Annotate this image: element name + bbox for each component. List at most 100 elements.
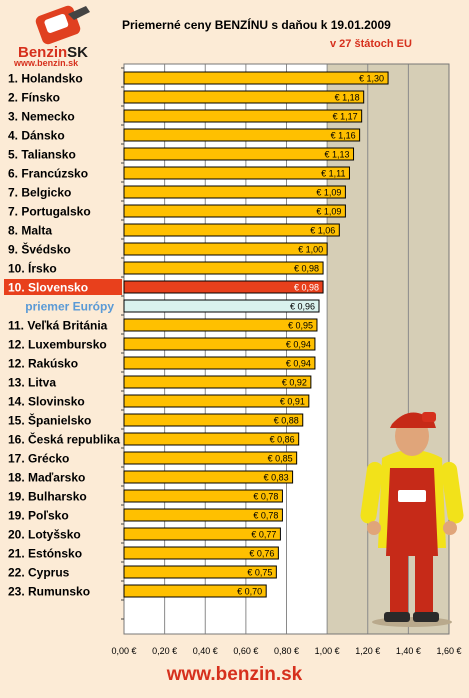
- bar: [123, 394, 310, 408]
- logo-url[interactable]: www.benzin.sk: [14, 58, 79, 68]
- data-label: € 1,09: [316, 188, 341, 198]
- footer-url[interactable]: www.benzin.sk: [166, 664, 303, 685]
- category-label: 20. Lotyšsko: [8, 528, 81, 542]
- category-label: 1. Holandsko: [8, 72, 83, 86]
- bar: [123, 565, 277, 579]
- data-label: € 0,98: [294, 264, 319, 274]
- category-label: 4. Dánsko: [8, 129, 65, 143]
- bar-chart: € 1,30 1. Holandsko € 1,18 2. Fínsko € 1,17 3…: [4, 63, 462, 656]
- highlight-label-bg: [4, 279, 122, 295]
- data-label: € 0,91: [280, 397, 305, 407]
- data-label: € 0,76: [249, 549, 274, 559]
- bar: [123, 584, 267, 598]
- data-label: € 1,11: [321, 169, 345, 179]
- category-label: 3. Nemecko: [8, 110, 75, 124]
- data-label: € 1,30: [359, 74, 384, 84]
- bar: [123, 375, 312, 389]
- logo-brand-suffix: SK: [67, 44, 89, 61]
- bar: [123, 204, 346, 218]
- bar: [123, 166, 350, 180]
- bar: [123, 242, 328, 256]
- data-label: € 1,16: [331, 131, 356, 141]
- x-tick-label: 1,00 €: [315, 646, 340, 656]
- bar: [123, 318, 318, 332]
- data-label: € 0,92: [282, 378, 307, 388]
- data-label: € 0,70: [237, 587, 262, 597]
- bar: [123, 147, 355, 161]
- bar: [123, 546, 279, 560]
- category-label: 12. Rakúsko: [8, 357, 78, 371]
- data-label: € 0,88: [274, 416, 299, 426]
- data-label: € 0,94: [286, 340, 311, 350]
- bar: [123, 128, 361, 142]
- category-label: 13. Litva: [8, 376, 56, 390]
- bar: [123, 356, 316, 370]
- category-label: 22. Cyprus: [8, 566, 70, 580]
- bar: [123, 71, 389, 85]
- x-tick-label: 1,20 €: [355, 646, 380, 656]
- category-label: 12. Luxembursko: [8, 338, 107, 352]
- x-tick-label: 0,20 €: [152, 646, 177, 656]
- data-label: € 1,06: [310, 226, 335, 236]
- data-label: € 0,85: [268, 454, 293, 464]
- bar: [123, 489, 283, 503]
- bar: [123, 451, 298, 465]
- bar: [123, 299, 320, 313]
- category-label: 16. Česká republika: [8, 432, 120, 447]
- data-label: € 1,09: [316, 207, 341, 217]
- category-label: 2. Fínsko: [8, 91, 60, 105]
- logo-brand: BenzinSK: [18, 44, 88, 61]
- category-label: 7. Belgicko: [8, 186, 71, 200]
- category-label: 9. Švédsko: [8, 242, 71, 257]
- bar: [123, 508, 283, 522]
- bar: [123, 223, 340, 237]
- chart-subtitle: v 27 štátoch EU: [330, 38, 412, 50]
- bar: [123, 337, 316, 351]
- x-tick-label: 1,40 €: [396, 646, 421, 656]
- bar: [123, 90, 365, 104]
- data-label: € 0,75: [247, 568, 272, 578]
- category-label: 10. Írsko: [8, 261, 57, 276]
- data-label: € 0,77: [251, 530, 276, 540]
- logo-brand-name: Benzin: [18, 44, 68, 61]
- fuel-nozzle-icon: [35, 5, 90, 45]
- bar: [123, 432, 300, 446]
- bar: [123, 413, 304, 427]
- data-label: € 0,83: [264, 473, 289, 483]
- category-label: 15. Španielsko: [8, 413, 91, 428]
- data-label: € 1,17: [333, 112, 358, 122]
- category-label: 17. Grécko: [8, 452, 69, 466]
- chart-title: Priemerné ceny BENZÍNU s daňou k 19.01.2…: [122, 18, 391, 32]
- data-label: € 1,18: [335, 93, 360, 103]
- x-tick-label: 1,60 €: [436, 646, 461, 656]
- category-label: priemer Európy: [25, 300, 114, 314]
- data-label: € 0,78: [253, 492, 278, 502]
- data-label: € 0,86: [270, 435, 295, 445]
- category-label: 10. Slovensko: [8, 281, 88, 295]
- category-label: 6. Francúzsko: [8, 167, 88, 181]
- category-label: 23. Rumunsko: [8, 585, 90, 599]
- category-label: 19. Bulharsko: [8, 490, 87, 504]
- mascot-worker-icon: [360, 412, 464, 627]
- category-label: 14. Slovinsko: [8, 395, 85, 409]
- category-label: 5. Taliansko: [8, 148, 76, 162]
- data-label: € 0,94: [286, 359, 311, 369]
- category-label: 8. Malta: [8, 224, 52, 238]
- data-label: € 0,98: [294, 283, 319, 293]
- x-tick-label: 0,80 €: [274, 646, 299, 656]
- bar: [123, 470, 294, 484]
- bar: [123, 280, 324, 294]
- benzin-logo[interactable]: [4, 4, 114, 66]
- x-tick-label: 0,00 €: [111, 646, 136, 656]
- x-tick-label: 0,60 €: [233, 646, 258, 656]
- bar: [123, 527, 281, 541]
- data-label: € 0,96: [290, 302, 315, 312]
- bar: [123, 261, 324, 275]
- category-label: 18. Maďarsko: [8, 471, 85, 485]
- bar: [123, 185, 346, 199]
- data-label: € 1,13: [325, 150, 350, 160]
- category-label: 7. Portugalsko: [8, 205, 91, 219]
- x-tick-label: 0,40 €: [193, 646, 218, 656]
- category-label: 21. Estónsko: [8, 547, 82, 561]
- category-label: 19. Poľsko: [8, 509, 69, 523]
